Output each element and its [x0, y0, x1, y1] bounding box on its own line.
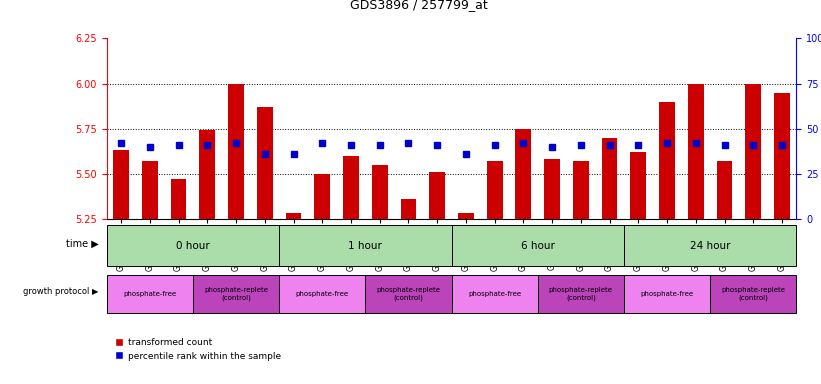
Bar: [602, 137, 617, 219]
Bar: [401, 199, 416, 219]
Bar: [107, 225, 279, 266]
Text: growth protocol ▶: growth protocol ▶: [23, 287, 99, 296]
Bar: [343, 156, 359, 219]
Bar: [279, 275, 365, 313]
Bar: [688, 84, 704, 219]
Bar: [171, 179, 186, 219]
Text: phosphate-replete
(control): phosphate-replete (control): [204, 287, 268, 301]
Bar: [624, 225, 796, 266]
Bar: [429, 172, 445, 219]
Bar: [710, 275, 796, 313]
Bar: [228, 84, 244, 219]
Bar: [516, 129, 531, 219]
Text: phosphate-free: phosphate-free: [640, 291, 694, 297]
Bar: [659, 101, 675, 219]
Text: 24 hour: 24 hour: [690, 241, 731, 251]
Bar: [372, 165, 388, 219]
Text: GDS3896 / 257799_at: GDS3896 / 257799_at: [350, 0, 488, 12]
Text: phosphate-replete
(control): phosphate-replete (control): [722, 287, 785, 301]
Bar: [538, 275, 624, 313]
Bar: [107, 275, 193, 313]
Bar: [624, 275, 710, 313]
Text: phosphate-replete
(control): phosphate-replete (control): [549, 287, 612, 301]
Bar: [200, 131, 215, 219]
Text: 0 hour: 0 hour: [176, 241, 210, 251]
Text: phosphate-free: phosphate-free: [468, 291, 521, 297]
Bar: [745, 84, 761, 219]
Text: phosphate-free: phosphate-free: [123, 291, 177, 297]
Bar: [257, 107, 273, 219]
Bar: [113, 150, 129, 219]
Bar: [774, 93, 790, 219]
Bar: [279, 225, 452, 266]
Bar: [487, 161, 502, 219]
Bar: [286, 214, 301, 219]
Bar: [314, 174, 330, 219]
Bar: [452, 275, 538, 313]
Text: 6 hour: 6 hour: [521, 241, 555, 251]
Text: time ▶: time ▶: [66, 239, 99, 249]
Bar: [544, 159, 560, 219]
Bar: [452, 225, 624, 266]
Bar: [631, 152, 646, 219]
Bar: [365, 275, 452, 313]
Bar: [458, 214, 474, 219]
Text: phosphate-free: phosphate-free: [296, 291, 349, 297]
Bar: [193, 275, 279, 313]
Bar: [717, 161, 732, 219]
Text: phosphate-replete
(control): phosphate-replete (control): [377, 287, 440, 301]
Legend: transformed count, percentile rank within the sample: transformed count, percentile rank withi…: [111, 334, 285, 364]
Bar: [142, 161, 158, 219]
Text: 1 hour: 1 hour: [348, 241, 383, 251]
Bar: [573, 161, 589, 219]
